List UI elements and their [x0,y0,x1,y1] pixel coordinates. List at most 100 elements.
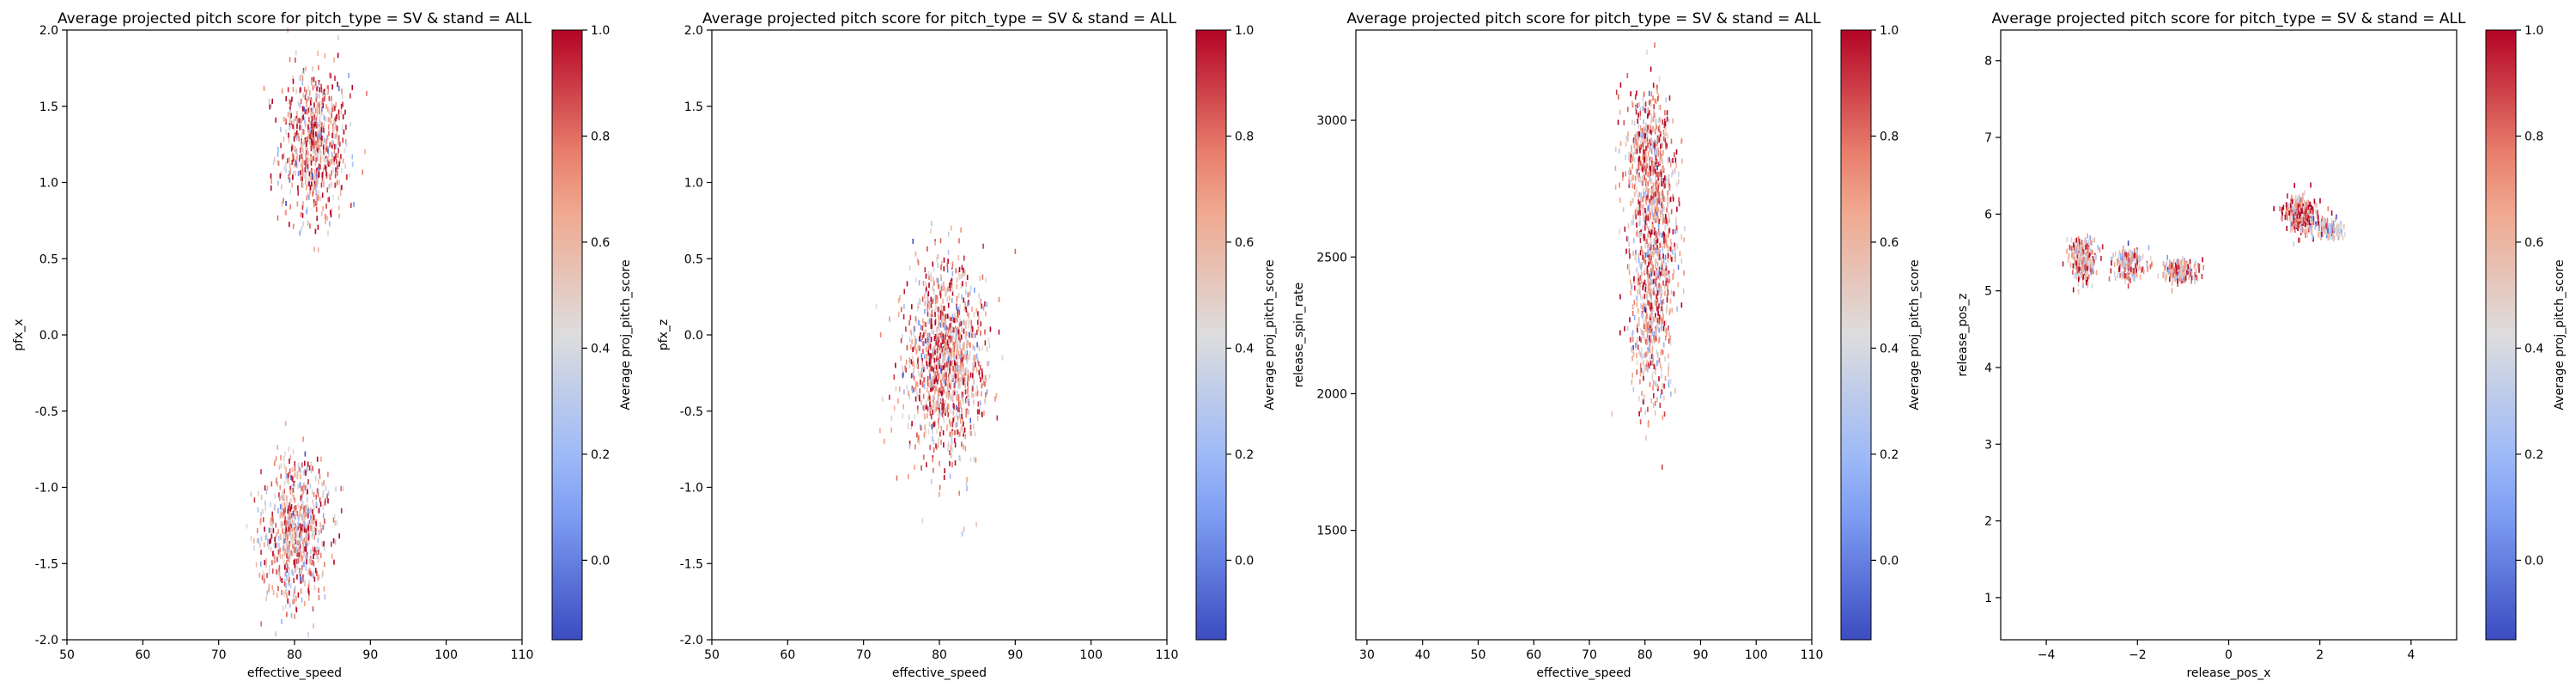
heatmap-cell [1649,229,1651,234]
heatmap-cell [1629,317,1631,323]
heatmap-cell [2081,246,2084,252]
heatmap-cell [1640,327,1642,333]
heatmap-cell [329,72,331,78]
heatmap-cell [934,381,937,387]
heatmap-cell [1680,302,1683,308]
heatmap-cell [945,372,946,378]
heatmap-cell [2090,258,2092,264]
heatmap-cell [2306,228,2308,234]
heatmap-cell [1675,225,1678,231]
heatmap-cell [318,82,319,88]
heatmap-cell [947,250,950,256]
heatmap-cell [265,596,267,602]
heatmap-cell [1643,173,1644,179]
heatmap-cell [2069,262,2072,268]
heatmap-cell [287,111,289,117]
heatmap-cell [336,520,338,526]
heatmap-cell [927,298,929,304]
heatmap-cell [296,161,299,167]
heatmap-cell [331,208,332,214]
heatmap-cell [291,519,293,525]
heatmap-cell [960,320,963,326]
heatmap-cell [323,122,325,128]
x-tick-label: 60 [1526,648,1541,662]
heatmap-cell [1653,143,1656,149]
heatmap-cell [289,468,291,474]
heatmap-cell [2297,204,2299,209]
heatmap-cell [943,475,945,481]
heatmap-cell [317,109,319,115]
heatmap-cell [313,554,314,560]
heatmap-cell [2311,208,2313,214]
heatmap-cell [927,246,928,252]
heatmap-cell [958,377,961,383]
heatmap-cell [941,371,944,377]
heatmap-cell [1637,277,1640,283]
heatmap-cell [317,489,319,495]
heatmap-cell [1636,369,1638,375]
heatmap-cell [962,281,963,287]
heatmap-cell [1636,353,1637,359]
heatmap-cell [282,553,283,559]
heatmap-cell [316,105,319,110]
heatmap-cell [2293,183,2295,188]
heatmap-cell [289,511,291,517]
heatmap-cell [2117,261,2118,266]
heatmap-cell [295,58,296,63]
heatmap-cell [1644,258,1647,264]
heatmap-cell [1639,110,1642,116]
heatmap-cell [1638,155,1640,161]
heatmap-cell [952,346,954,352]
heatmap-cell [943,285,945,291]
heatmap-cell [2075,260,2077,266]
heatmap-cell [1631,176,1632,182]
heatmap-cell [1649,226,1650,232]
heatmap-cell [325,138,328,144]
heatmap-cell [298,532,301,538]
heatmap-cell [1646,269,1649,275]
heatmap-cell [1670,246,1673,252]
heatmap-cell [1658,255,1661,261]
heatmap-cell [1649,138,1651,144]
heatmap-cell [962,362,964,368]
heatmap-cell [978,361,980,367]
heatmap-cell [1658,76,1661,82]
x-tick-label: 110 [511,648,534,662]
heatmap-cell [946,325,948,331]
heatmap-cell [1665,319,1667,325]
heatmap-cell [295,532,297,538]
heatmap-cell [922,341,924,347]
heatmap-cell [2184,259,2185,265]
heatmap-cell [1653,287,1655,293]
heatmap-cell [317,557,319,563]
heatmap-cell [309,223,311,229]
heatmap-cell [1651,223,1654,229]
heatmap-cell [931,423,933,429]
heatmap-cell [2079,258,2081,263]
heatmap-cell [986,389,988,395]
heatmap-cell [1656,300,1657,306]
heatmap-cell [1678,201,1680,207]
heatmap-cell [2078,273,2081,279]
heatmap-cell [1668,181,1670,187]
heatmap-cell [1662,165,1664,171]
heatmap-cell [331,102,333,108]
heatmap-cell [313,155,314,161]
heatmap-cell [1628,270,1631,276]
heatmap-cell [955,338,957,344]
colorbar-label: Average proj_pitch_score [619,259,633,410]
heatmap-cell [2128,276,2130,282]
heatmap-cell [344,163,346,169]
heatmap-cell [2085,271,2087,277]
heatmap-cell [2168,264,2170,271]
heatmap-cell [1643,213,1644,219]
heatmap-cell [307,522,308,528]
heatmap-cell [1654,98,1656,104]
heatmap-cell [943,418,945,424]
heatmap-cell [2125,252,2128,258]
heatmap-cell [908,320,911,326]
heatmap-cell [338,115,340,121]
heatmap-cell [924,424,926,430]
heatmap-cell [1656,294,1658,300]
heatmap-cell [318,190,319,196]
